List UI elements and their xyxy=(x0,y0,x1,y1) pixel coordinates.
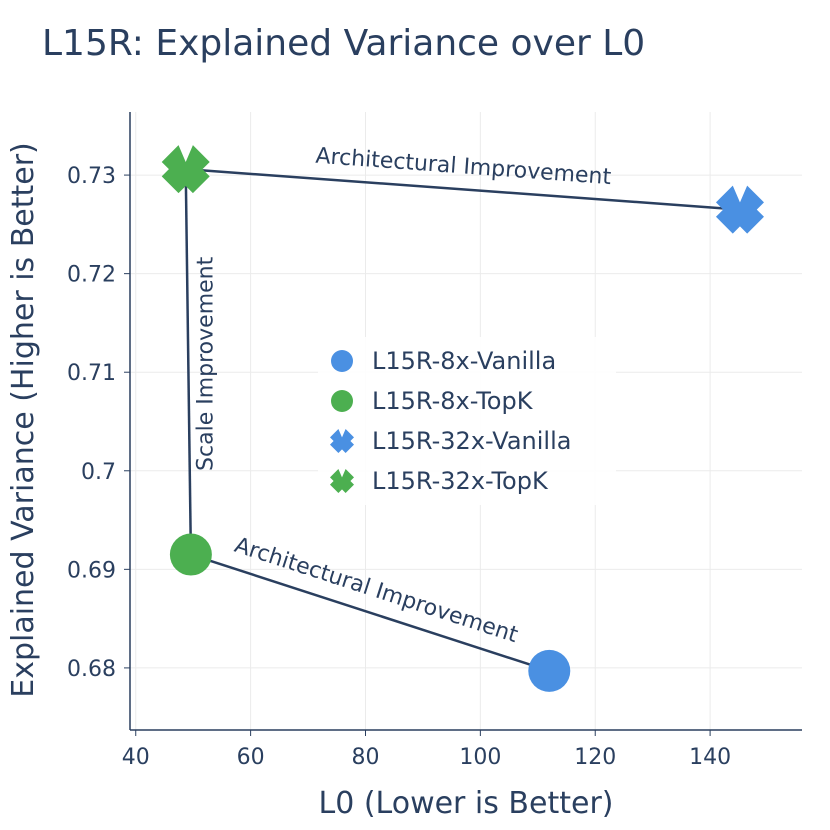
y-tick-label: 0.7 xyxy=(81,460,116,485)
data-point xyxy=(715,185,764,234)
y-tick-label: 0.73 xyxy=(67,164,116,189)
x-tick-label: 120 xyxy=(574,745,616,770)
chart-title: L15R: Explained Variance over L0 xyxy=(42,23,645,64)
x-tick-label: 40 xyxy=(122,745,150,770)
x-axis-label: L0 (Lower is Better) xyxy=(318,786,613,821)
x-tick-label: 140 xyxy=(689,745,731,770)
y-tick-label: 0.68 xyxy=(67,657,116,682)
legend-label: L15R-8x-Vanilla xyxy=(372,347,556,375)
y-tick-label: 0.72 xyxy=(67,263,116,288)
y-axis-label: Explained Variance (Higher is Better) xyxy=(6,142,41,698)
annotation-arrow xyxy=(189,553,550,673)
legend-marker xyxy=(331,390,353,412)
legend-label: L15R-32x-Vanilla xyxy=(372,427,571,455)
x-tick-label: 100 xyxy=(459,745,501,770)
y-tick-label: 0.71 xyxy=(67,361,116,386)
annotation-label: Scale Improvement xyxy=(193,256,218,471)
data-point xyxy=(161,145,210,194)
annotation-arrow xyxy=(182,168,193,555)
legend-label: L15R-8x-TopK xyxy=(372,387,534,415)
legend: L15R-8x-Vanilla L15R-8x-TopK L15R-32x-Vani… xyxy=(318,337,616,505)
data-point xyxy=(528,649,571,692)
data-points xyxy=(161,145,764,692)
legend-label: L15R-32x-TopK xyxy=(372,467,549,495)
y-tick-label: 0.69 xyxy=(67,558,116,583)
legend-marker xyxy=(330,469,354,493)
legend-marker xyxy=(331,350,353,372)
axes: 40 60 80 100 120 140 0.68 0.69 0.7 0.71 0.72 0.73 xyxy=(67,112,802,770)
annotation-label: Architectural Improvement xyxy=(315,144,613,191)
annotation-arrow xyxy=(184,166,741,211)
legend-marker xyxy=(330,429,354,453)
x-tick-label: 60 xyxy=(237,745,265,770)
annotation-label: Architectural Improvement xyxy=(231,533,521,648)
legend-box xyxy=(318,337,616,505)
x-tick-label: 80 xyxy=(351,745,379,770)
data-point xyxy=(169,533,212,576)
